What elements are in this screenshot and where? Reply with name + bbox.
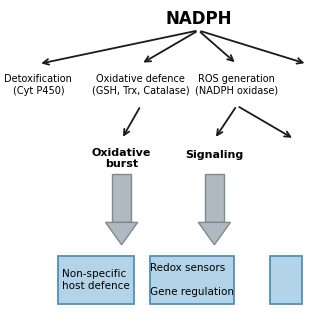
Polygon shape — [106, 222, 138, 245]
Polygon shape — [198, 222, 230, 245]
Text: Oxidative
burst: Oxidative burst — [92, 148, 151, 169]
Text: Non-specific
host defence: Non-specific host defence — [62, 269, 130, 291]
Text: NADPH: NADPH — [165, 10, 232, 28]
Text: Oxidative defence
(GSH, Trx, Catalase): Oxidative defence (GSH, Trx, Catalase) — [92, 74, 190, 96]
FancyBboxPatch shape — [58, 256, 134, 304]
Bar — [205, 174, 224, 222]
FancyBboxPatch shape — [150, 256, 234, 304]
FancyBboxPatch shape — [270, 256, 302, 304]
Text: Detoxification
(Cyt P450): Detoxification (Cyt P450) — [4, 74, 72, 96]
Text: Signaling: Signaling — [185, 150, 244, 160]
Bar — [112, 174, 131, 222]
Text: ROS generation
(NADPH oxidase): ROS generation (NADPH oxidase) — [195, 74, 278, 96]
Text: Redox sensors

Gene regulation: Redox sensors Gene regulation — [150, 263, 234, 297]
